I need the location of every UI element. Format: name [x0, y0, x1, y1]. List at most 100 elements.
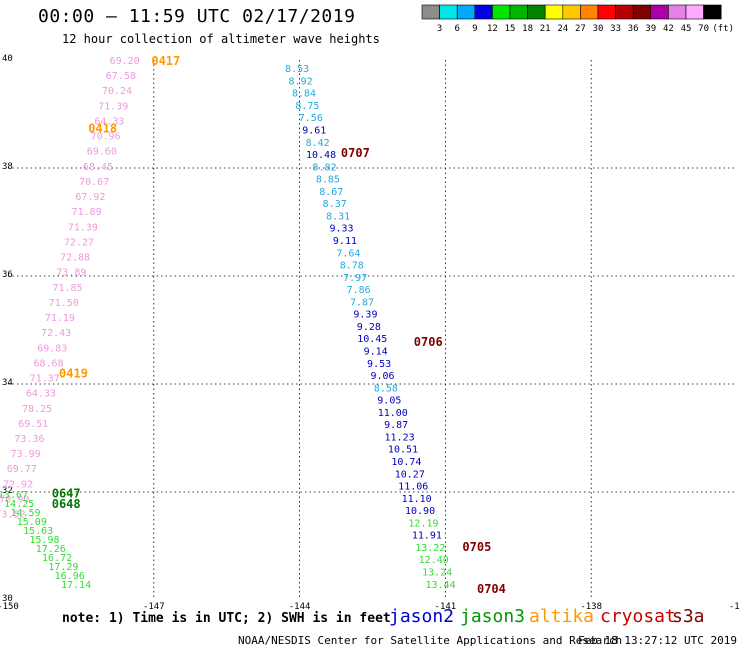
wave-height-label: 73.89 [56, 268, 86, 279]
subtitle: 12 hour collection of altimeter wave hei… [62, 32, 380, 46]
wave-height-label: 15.63 [23, 526, 53, 537]
color-scale-legend: 3 6 9 12 15 18 21 24 27 30 33 36 39 42 45 70 (ft) [421, 4, 734, 34]
footer-credit: NOAA/NESDIS Center for Satellite Applica… [238, 634, 623, 647]
wave-height-label: 10.51 [388, 445, 418, 456]
wave-height-label: 71.85 [52, 283, 82, 294]
pass-time-label: 0707 [341, 146, 370, 160]
pass-time-label: 0705 [462, 540, 491, 554]
wave-height-label: 17.29 [48, 562, 78, 573]
wave-height-label: 13.44 [425, 580, 455, 591]
pass-time-label: 0648 [52, 497, 81, 511]
wave-height-label: 10.45 [357, 334, 387, 345]
wave-height-label: 9.11 [333, 236, 357, 247]
colorbar-tick-label: 39 [645, 24, 656, 34]
wave-height-label: 15.09 [17, 517, 47, 528]
wave-height-label: 11.10 [402, 494, 432, 505]
wave-height-label: 64.33 [94, 116, 124, 127]
wave-height-label: 9.05 [377, 396, 401, 407]
wave-height-label: 69.60 [87, 147, 117, 158]
wave-height-label: 8.84 [292, 89, 316, 100]
x-tick-label: -141 [435, 602, 457, 612]
colorbar-tick-label: 21 [540, 24, 551, 34]
pass-time-label: 0418 [88, 122, 117, 136]
colorbar-tick-label: 33 [610, 24, 621, 34]
colorbar-tick-label: 9 [472, 24, 477, 34]
wave-height-label: 72.92 [3, 479, 33, 490]
wave-height-label: 9.28 [357, 322, 381, 333]
colorbar-tick-label: 70 [698, 24, 709, 34]
colorbar-unit-label: (ft) [712, 24, 734, 34]
wave-height-label: 69.83 [37, 343, 67, 354]
wave-height-label: 12.40 [419, 555, 449, 566]
wave-height-label: 70.24 [102, 86, 132, 97]
wave-height-label: 8.78 [340, 261, 364, 272]
y-tick-label: 32 [2, 486, 13, 496]
wave-height-label: 9.33 [329, 224, 353, 235]
colorbar-tick-label: 24 [557, 24, 568, 34]
satellite-label-jason3: jason3 [460, 606, 526, 627]
x-tick-label: -13 [729, 602, 740, 612]
colorbar-tick-label: 27 [575, 24, 586, 34]
wave-height-label: 7.64 [336, 248, 360, 259]
wave-height-label: 14.59 [10, 508, 40, 519]
wave-height-label: 73.99 [11, 449, 41, 460]
wave-height-label: 72.88 [60, 253, 90, 264]
wave-height-label: 13.67 [0, 490, 28, 501]
wave-height-label: 9.53 [367, 359, 391, 370]
y-tick-label: 38 [2, 162, 13, 172]
pass-time-label: 0417 [151, 54, 180, 68]
wave-height-label: 11.91 [412, 531, 442, 542]
wave-height-label: 70.96 [91, 132, 121, 143]
wave-height-label: 9.61 [302, 125, 326, 136]
wave-height-label: 8.85 [316, 175, 340, 186]
wave-height-label: 11.23 [385, 432, 415, 443]
units-note: note: 1) Time is in UTC; 2) SWH is in fe… [62, 611, 391, 626]
wave-height-label: 73.52 [0, 510, 25, 521]
wave-height-label: 72.43 [41, 328, 71, 339]
x-tick-label: -150 [0, 602, 19, 612]
wave-height-label: 70.67 [79, 177, 109, 188]
colorbar-tick-label: 3 [437, 24, 442, 34]
wave-height-label: 69.20 [110, 56, 140, 67]
wave-height-label: 8.31 [326, 211, 350, 222]
wave-height-label: 68.45 [83, 162, 113, 173]
pass-time-label: 0706 [414, 335, 443, 349]
wave-height-label: 11.06 [398, 482, 428, 493]
wave-height-label: 73.36 [14, 434, 44, 445]
wave-height-label: 10.27 [395, 469, 425, 480]
wave-height-label: 7.56 [299, 113, 323, 124]
wave-height-label: 8.37 [323, 199, 347, 210]
wave-height-label: 78.25 [22, 404, 52, 415]
colorbar-tick-label: 36 [628, 24, 639, 34]
wave-height-label: 12.19 [408, 518, 438, 529]
pass-time-label: 0419 [59, 367, 88, 381]
wave-height-label: 72.27 [64, 237, 94, 248]
wave-height-label: 71.39 [98, 101, 128, 112]
wave-height-label: 8.75 [295, 101, 319, 112]
wave-height-label: 14.25 [4, 499, 34, 510]
wave-height-label: 10.74 [391, 457, 421, 468]
wave-height-label: 71.19 [45, 313, 75, 324]
colorbar-tick-label: 15 [505, 24, 516, 34]
wave-height-label: 71.50 [49, 298, 79, 309]
y-tick-label: 34 [2, 378, 13, 388]
wave-height-label: 70.90 [0, 494, 29, 505]
wave-height-label: 7.86 [347, 285, 371, 296]
wave-height-label: 9.39 [353, 310, 377, 321]
wave-height-label: 67.58 [106, 71, 136, 82]
satellite-label-jason2: jason2 [389, 606, 455, 627]
satellite-label-altika: altika [529, 606, 595, 627]
colorbar-swatch [703, 4, 722, 20]
page-title: 00:00 – 11:59 UTC 02/17/2019 [38, 6, 356, 27]
x-tick-label: -138 [580, 602, 602, 612]
pass-time-label: 0704 [477, 582, 506, 596]
colorbar-tick-label: 18 [522, 24, 533, 34]
colorbar-tick-label: 42 [663, 24, 674, 34]
wave-height-label: 69.51 [18, 419, 48, 430]
pass-time-label: 0647 [52, 487, 81, 501]
colorbar-tick-label: 6 [454, 24, 459, 34]
wave-height-label: 68.68 [33, 358, 63, 369]
satellite-label-cryosat: cryosat [600, 606, 676, 627]
wave-height-label: 8.42 [306, 138, 330, 149]
